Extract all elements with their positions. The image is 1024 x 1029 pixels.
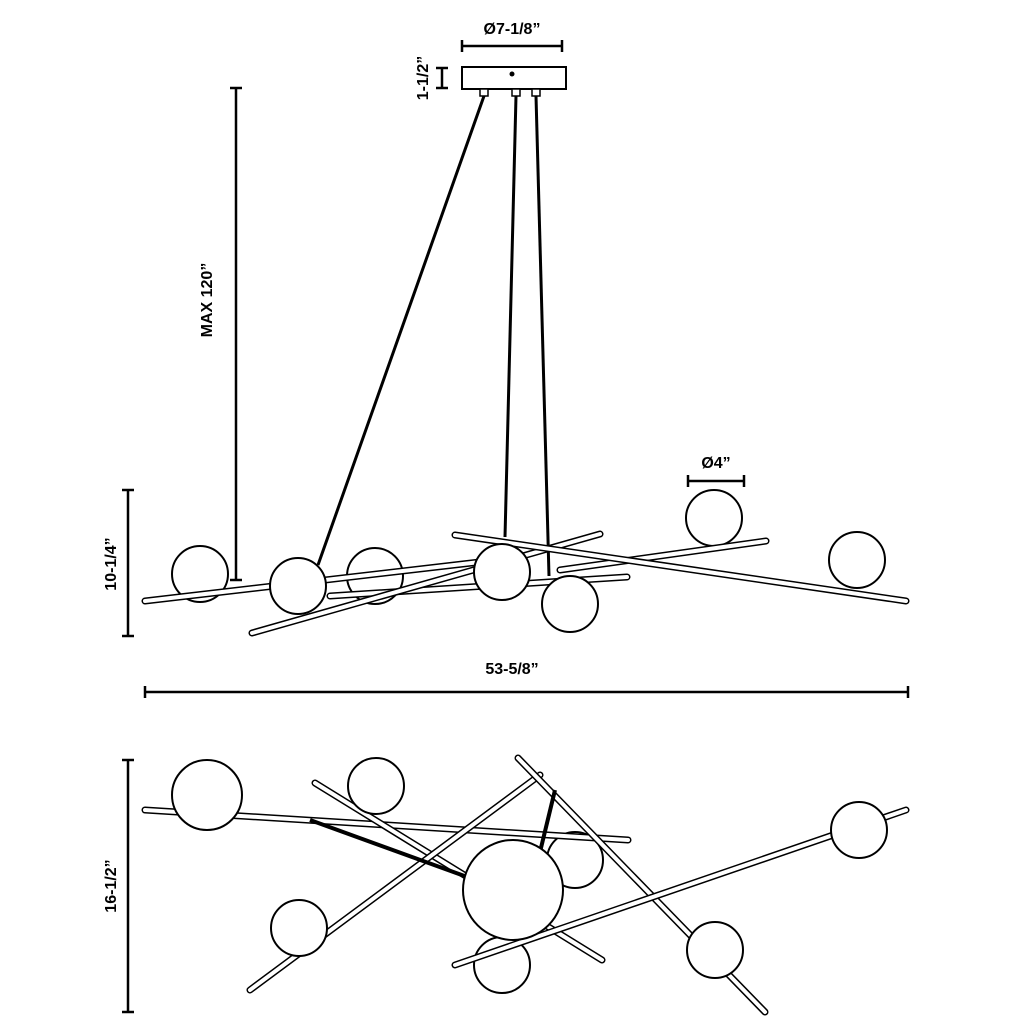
cables — [316, 95, 551, 577]
canopy-height: 1-1/2” — [415, 56, 432, 100]
canopy — [461, 66, 567, 97]
depth: 16-1/2” — [103, 859, 120, 912]
max-height: MAX 120” — [199, 263, 216, 338]
dimension-lines — [122, 40, 910, 1014]
canopy-diameter: Ø7-1/8” — [484, 21, 541, 38]
width: 53-5/8” — [485, 661, 538, 678]
top-view — [141, 754, 910, 1016]
fixture-height: 10-1/4” — [103, 537, 120, 590]
globe-diameter: Ø4” — [701, 455, 730, 472]
side-view — [141, 489, 910, 637]
